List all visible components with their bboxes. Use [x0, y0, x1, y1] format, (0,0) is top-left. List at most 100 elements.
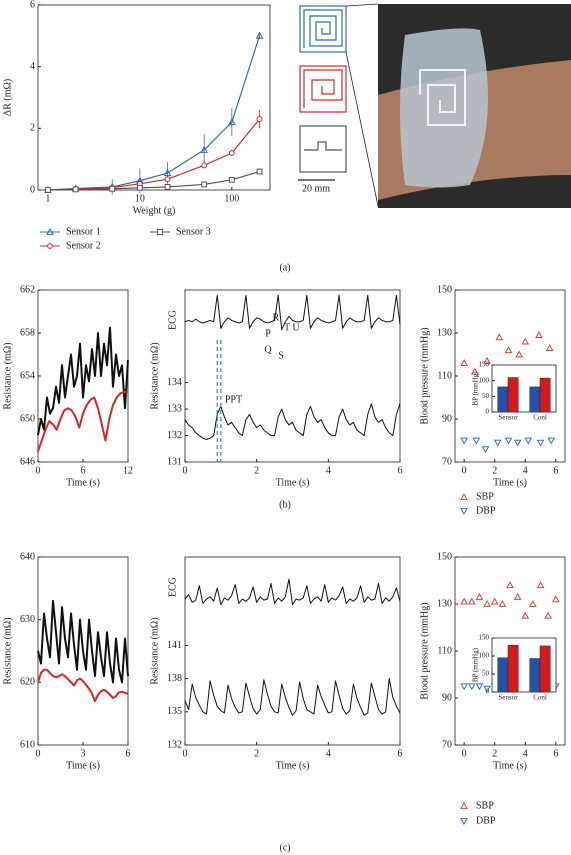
marker: [460, 683, 469, 691]
legend-label: Sensor 3: [176, 226, 211, 237]
y-tick-label: 6: [30, 0, 35, 10]
marker: [460, 818, 468, 826]
marker: [504, 346, 513, 354]
marker: [256, 116, 263, 122]
x-tick-label: 100: [224, 193, 239, 204]
y-axis-label: BP (mmHg): [472, 371, 480, 406]
x-tick-label: 6: [398, 748, 403, 759]
y-tick-label: 0: [30, 184, 35, 195]
y-tick-label: 130: [437, 327, 452, 338]
series-line: [37, 668, 129, 703]
sensor-band: [400, 28, 488, 188]
x-tick-label: 0: [183, 465, 188, 476]
x-axis-label: Time (s): [66, 760, 100, 771]
x-tick-label: 4: [523, 465, 528, 476]
y-axis-label: Resistance (mΩ): [149, 617, 160, 684]
marker: [46, 227, 54, 235]
spiral: [303, 9, 343, 48]
x-tick-label: 0: [36, 465, 41, 476]
series-line: [47, 35, 261, 191]
marker: [201, 181, 208, 188]
series-line: [184, 578, 401, 606]
marker: [506, 581, 514, 589]
y-tick-label: 646: [20, 456, 35, 467]
photo: [378, 4, 571, 208]
bar: [497, 657, 509, 693]
x-tick-label: 6: [553, 748, 558, 759]
y-tick-label: 133: [167, 403, 182, 414]
x-tick-label: 2: [254, 465, 259, 476]
marker: [498, 599, 507, 607]
y-axis-label: ΔR (mΩ): [2, 79, 13, 116]
y-tick-label: 131: [167, 456, 182, 467]
y-tick-label: 630: [20, 614, 35, 625]
legend-label: SBP: [476, 800, 494, 811]
marker: [504, 437, 513, 445]
bar: [539, 377, 551, 413]
marker: [136, 184, 143, 191]
marker: [472, 437, 481, 445]
marker: [544, 611, 553, 619]
x-axis-label: Time (s): [493, 760, 527, 771]
marker: [460, 801, 468, 809]
marker: [481, 446, 490, 454]
marker: [521, 611, 530, 619]
marker: [200, 145, 209, 153]
marker: [164, 176, 171, 183]
marker: [256, 168, 263, 175]
marker: [164, 184, 171, 190]
ecg-wave-label: Q: [264, 344, 272, 355]
panel-label: (a): [279, 262, 290, 273]
ppt-label: PPT: [225, 394, 242, 405]
bar: [507, 644, 519, 693]
scale-bar-label: 20 mm: [302, 183, 330, 194]
zoom-line: [345, 51, 379, 207]
ecg-label: ECG: [167, 577, 178, 597]
series-line: [184, 678, 401, 716]
y-tick-label: 650: [20, 413, 35, 424]
bar: [539, 645, 551, 693]
y-tick-label: 132: [167, 739, 182, 750]
marker: [460, 508, 468, 516]
plot-frame: [37, 4, 271, 191]
y-tick-label: 620: [20, 677, 35, 688]
marker: [535, 331, 543, 339]
y-tick-label: 110: [437, 645, 452, 656]
marker: [45, 187, 51, 193]
plot-frame: [184, 556, 401, 746]
trace: [304, 141, 342, 151]
ecg-wave-label: R: [273, 312, 280, 323]
y-tick-label: 150: [479, 361, 490, 369]
marker: [201, 162, 208, 169]
x-axis-label: Weight (g): [133, 205, 176, 216]
marker: [513, 592, 522, 600]
marker: [467, 597, 476, 605]
x-axis-label: Time (s): [66, 477, 100, 488]
x-tick-label: Conl: [533, 414, 547, 422]
marker: [467, 683, 476, 691]
series-line: [37, 326, 129, 436]
x-tick-label: 2: [492, 748, 497, 759]
x-tick-label: 0: [462, 748, 467, 759]
marker: [513, 439, 522, 447]
y-tick-label: 70: [442, 739, 452, 750]
x-tick-label: 12: [123, 465, 133, 476]
marker: [475, 592, 484, 600]
marker: [483, 599, 491, 607]
y-tick-label: 662: [20, 284, 35, 295]
y-tick-label: 640: [20, 551, 35, 562]
y-tick-label: 654: [20, 370, 35, 381]
marker: [228, 176, 235, 183]
x-tick-label: 10: [135, 193, 145, 204]
panel-label: (c): [279, 842, 290, 853]
ecg-wave-label: P: [265, 328, 271, 339]
x-tick-label: Sensor: [498, 694, 518, 702]
marker: [495, 333, 504, 341]
x-tick-label: 1: [45, 193, 50, 204]
y-tick-label: 50: [482, 670, 490, 678]
marker: [72, 186, 79, 193]
x-tick-label: 2: [492, 465, 497, 476]
bar: [529, 658, 541, 693]
y-tick-label: 50: [482, 392, 490, 400]
x-axis-label: Time (s): [276, 760, 310, 771]
